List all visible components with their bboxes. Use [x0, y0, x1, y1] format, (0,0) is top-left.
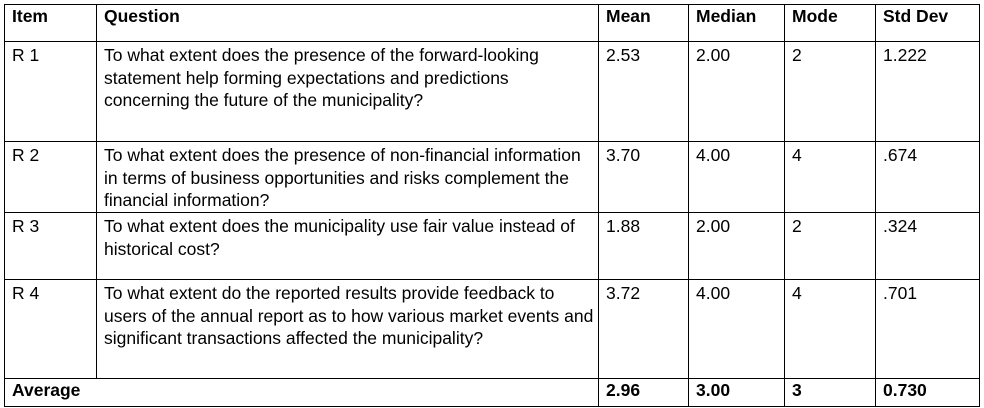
mean-cell: 3.70 [598, 141, 689, 213]
average-median: 3.00 [688, 378, 785, 407]
statistics-table: Item Question Mean Median Mode Std Dev R… [4, 4, 980, 407]
mean-cell: 2.53 [598, 41, 689, 142]
question-cell: To what extent does the municipality use… [96, 212, 599, 280]
item-cell: R 1 [4, 41, 97, 142]
mode-cell: 2 [784, 41, 876, 142]
header-std-dev: Std Dev [875, 4, 980, 42]
std-dev-cell: .674 [875, 141, 980, 213]
header-item: Item [4, 4, 97, 42]
std-dev-cell: .701 [875, 279, 980, 379]
question-cell: To what extent does the presence of the … [96, 41, 599, 142]
question-text: To what extent do the reported results p… [104, 283, 594, 348]
header-median: Median [688, 4, 785, 42]
average-row: Average 2.96 3.00 3 0.730 [4, 378, 980, 407]
question-text: To what extent does the presence of non-… [104, 145, 581, 210]
mean-cell: 3.72 [598, 279, 689, 379]
question-cell: To what extent do the reported results p… [96, 279, 599, 379]
question-cell: To what extent does the presence of non-… [96, 141, 599, 213]
header-row: Item Question Mean Median Mode Std Dev [4, 4, 980, 42]
mode-cell: 2 [784, 212, 876, 280]
question-text: To what extent does the municipality use… [104, 216, 575, 259]
header-mean: Mean [598, 4, 689, 42]
header-question: Question [96, 4, 599, 42]
header-mode: Mode [784, 4, 876, 42]
average-mean: 2.96 [598, 378, 689, 407]
table-row: R 4 To what extent do the reported resul… [4, 279, 980, 379]
mean-cell: 1.88 [598, 212, 689, 280]
median-cell: 2.00 [688, 41, 785, 142]
item-cell: R 3 [4, 212, 97, 280]
average-std-dev: 0.730 [875, 378, 980, 407]
table-row: R 1 To what extent does the presence of … [4, 41, 980, 142]
average-label: Average [4, 378, 599, 407]
item-cell: R 4 [4, 279, 97, 379]
median-cell: 4.00 [688, 141, 785, 213]
median-cell: 4.00 [688, 279, 785, 379]
mode-cell: 4 [784, 141, 876, 213]
item-cell: R 2 [4, 141, 97, 213]
table-row: R 3 To what extent does the municipality… [4, 212, 980, 280]
std-dev-cell: .324 [875, 212, 980, 280]
mode-cell: 4 [784, 279, 876, 379]
std-dev-cell: 1.222 [875, 41, 980, 142]
median-cell: 2.00 [688, 212, 785, 280]
table-row: R 2 To what extent does the presence of … [4, 141, 980, 213]
question-text: To what extent does the presence of the … [104, 45, 539, 110]
average-mode: 3 [784, 378, 876, 407]
